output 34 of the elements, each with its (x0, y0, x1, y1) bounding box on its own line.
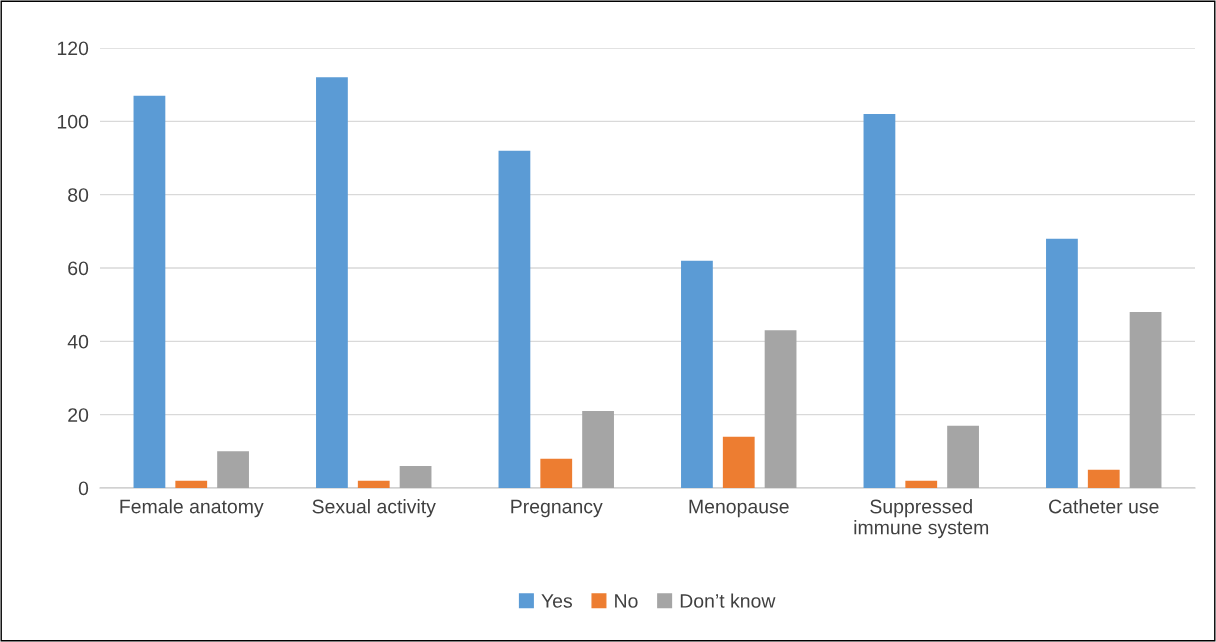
legend-label: Don’t know (680, 593, 776, 608)
legend-label: No (615, 594, 638, 608)
bar (1087, 469, 1120, 488)
x-tick-label: Suppressed immune system (854, 499, 989, 539)
y-tick-label: 20 (68, 408, 89, 422)
bar (316, 77, 348, 488)
bar (582, 411, 614, 488)
bar (722, 436, 755, 488)
bar (681, 260, 713, 488)
y-tick-label: 100 (57, 114, 89, 129)
bar (1129, 312, 1162, 488)
bar (175, 480, 208, 488)
x-tick-label: Sexual activity (312, 499, 436, 518)
bar (399, 466, 432, 488)
bar (133, 95, 166, 488)
x-tick-label: Menopause (689, 499, 789, 518)
bar (863, 114, 896, 488)
bar (947, 425, 979, 488)
y-tick-label: 0 (78, 481, 89, 496)
x-tick-label: Female anatomy (120, 499, 264, 518)
y-tick-label: 80 (68, 188, 89, 202)
bar (357, 480, 390, 488)
y-tick-label: 120 (57, 41, 89, 56)
bar (540, 458, 573, 488)
x-tick-label: Catheter use (1049, 499, 1159, 514)
y-tick-label: 60 (68, 261, 89, 276)
y-tick-label: 40 (67, 334, 89, 349)
legend-label: Yes (541, 594, 573, 608)
bar (905, 480, 938, 488)
bar (217, 451, 249, 488)
bar (764, 330, 797, 488)
bar (1046, 238, 1078, 488)
x-tick-label: Pregnancy (511, 499, 603, 518)
bar (498, 150, 531, 488)
